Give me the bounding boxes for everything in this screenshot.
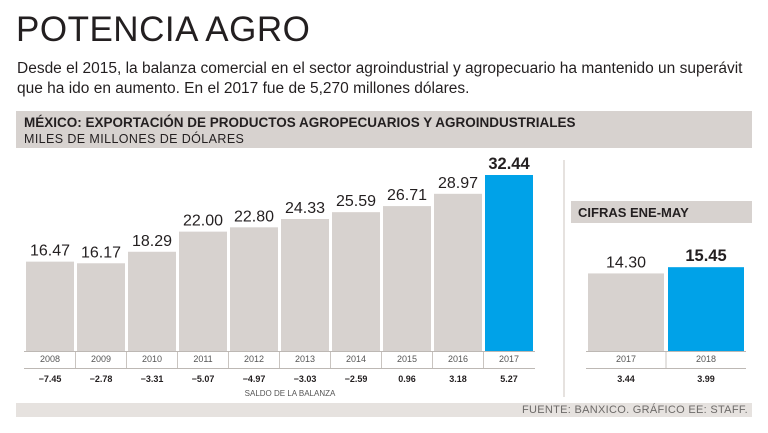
x-tick-label: 2014 — [346, 354, 366, 364]
value-label: 25.59 — [336, 193, 376, 210]
chart-unit-label: MILES DE MILLONES DE DÓLARES — [24, 132, 245, 146]
bar-2009 — [77, 263, 125, 351]
balance-value: −2.59 — [345, 374, 368, 384]
x-tick-label: 2018 — [696, 354, 716, 364]
balance-value: 3.99 — [697, 374, 715, 384]
balance-value: 3.44 — [617, 374, 635, 384]
x-tick-label: 2016 — [448, 354, 468, 364]
ene-may-title: CIFRAS ENE-MAY — [578, 205, 689, 220]
value-label: 16.47 — [30, 243, 70, 260]
x-tick-label: 2017 — [499, 354, 519, 364]
value-label: 26.71 — [387, 187, 427, 204]
balance-value: 0.96 — [398, 374, 416, 384]
balance-value: −3.03 — [294, 374, 317, 384]
balance-separator — [586, 368, 746, 369]
value-label: 16.17 — [81, 244, 121, 261]
bar-2008 — [26, 261, 74, 351]
balance-label: SALDO DE LA BALANZA — [245, 389, 336, 398]
value-label: 22.80 — [234, 208, 274, 225]
chart-header-band: MÉXICO: EXPORTACIÓN DE PRODUCTOS AGROPEC… — [16, 111, 752, 148]
x-tick-label: 2013 — [295, 354, 315, 364]
balance-value: −3.31 — [141, 374, 164, 384]
source-note: FUENTE: BANXICO. GRÁFICO EE: STAFF. — [521, 404, 748, 416]
value-label: 28.97 — [438, 175, 478, 192]
panel-divider — [563, 160, 565, 397]
balance-value: −5.07 — [192, 374, 215, 384]
bar-2011 — [179, 231, 227, 351]
bar-2017-ene-may — [588, 273, 664, 351]
value-label: 24.33 — [285, 200, 325, 217]
balance-value: −7.45 — [39, 374, 62, 384]
bar-2016 — [434, 193, 482, 351]
x-tick-label: 2011 — [193, 354, 212, 364]
bar-2013 — [281, 219, 329, 351]
bar-2018-ene-may — [668, 267, 744, 351]
balance-value: 3.18 — [449, 374, 467, 384]
page-title: POTENCIA AGRO — [16, 10, 311, 49]
bar-2012 — [230, 227, 278, 351]
value-label: 32.44 — [488, 155, 530, 173]
balance-value: 5.27 — [500, 374, 518, 384]
value-label: 18.29 — [132, 233, 172, 250]
x-tick-label: 2012 — [244, 354, 264, 364]
subtitle: Desde el 2015, la balanza comercial en e… — [17, 60, 743, 97]
footer-band: FUENTE: BANXICO. GRÁFICO EE: STAFF. — [16, 403, 752, 417]
bar-2014 — [332, 212, 380, 351]
x-tick-label: 2017 — [616, 354, 636, 364]
x-tick-label: 2015 — [397, 354, 417, 364]
bar-2015 — [383, 206, 431, 351]
value-label: 22.00 — [183, 213, 223, 230]
balance-value: −4.97 — [243, 374, 266, 384]
ene-may-header — [571, 201, 752, 223]
x-tick-label: 2009 — [91, 354, 111, 364]
balance-value: −2.78 — [90, 374, 113, 384]
value-label: 15.45 — [685, 247, 726, 265]
chart-title: MÉXICO: EXPORTACIÓN DE PRODUCTOS AGROPEC… — [24, 115, 576, 130]
bar-2017 — [485, 175, 533, 351]
x-tick-label: 2010 — [142, 354, 162, 364]
x-tick-label: 2008 — [40, 354, 60, 364]
bar-2010 — [128, 251, 176, 351]
value-label: 14.30 — [606, 254, 646, 271]
balance-separator — [24, 368, 535, 369]
